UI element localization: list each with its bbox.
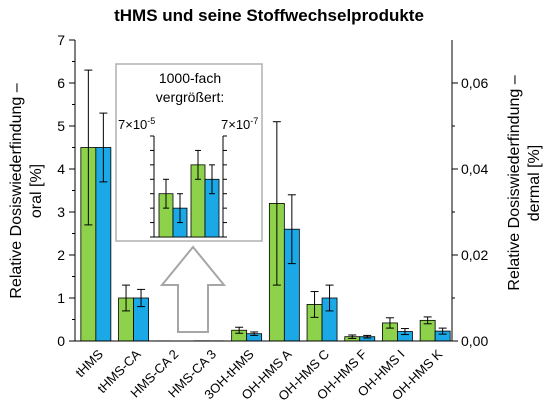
inset: 1000-fach vergrößert: 7×10-5 7×10-7 xyxy=(115,63,263,242)
y-tick-label-left: 3 xyxy=(57,204,65,220)
y-tick-label-left: 5 xyxy=(57,118,65,134)
y-axis-label-right-line1: Relative Dosiswiederfindung – xyxy=(506,75,523,290)
chart-title: tHMS und seine Stoffwechselprodukte xyxy=(114,6,424,25)
y-tick-label-left: 0 xyxy=(57,333,65,349)
y-tick-label-right: 0,06 xyxy=(461,75,488,91)
inset-bars xyxy=(158,149,220,238)
inset-label-line1: 1000-fach xyxy=(159,70,221,86)
y-tick-label-left: 1 xyxy=(57,290,65,306)
error-bars-group xyxy=(84,69,447,339)
y-tick-label-right: 0,02 xyxy=(461,247,488,263)
inset-right-scale: 7×10-7 xyxy=(221,116,258,132)
y-tick-label-right: 0,00 xyxy=(461,333,488,349)
magnify-arrow xyxy=(159,245,227,333)
bars-group xyxy=(80,147,451,342)
y-tick-label-left: 4 xyxy=(57,161,65,177)
y-axis-label-left-line1: Relative Dosiswiederfindung – xyxy=(8,83,25,298)
y-ticks-right: 0,00 0,02 0,04 0,06 xyxy=(452,75,488,349)
y-ticks-left: 0 1 2 3 4 5 6 7 xyxy=(57,32,75,349)
y-axis-label-left-line2: oral [%] xyxy=(28,164,45,218)
inset-left-scale: 7×10-5 xyxy=(118,116,155,132)
y-tick-label-left: 7 xyxy=(57,32,65,48)
inset-ticks xyxy=(150,135,227,238)
y-axis-label-right-line2: dermal [%] xyxy=(526,145,543,221)
y-tick-label-right: 0,04 xyxy=(461,161,488,177)
inset-frame xyxy=(115,63,263,242)
y-tick-label-left: 6 xyxy=(57,75,65,91)
y-tick-label-left: 2 xyxy=(57,247,65,263)
x-tick-label: tHMS xyxy=(72,346,106,380)
inset-label-line2: vergrößert: xyxy=(156,89,224,105)
